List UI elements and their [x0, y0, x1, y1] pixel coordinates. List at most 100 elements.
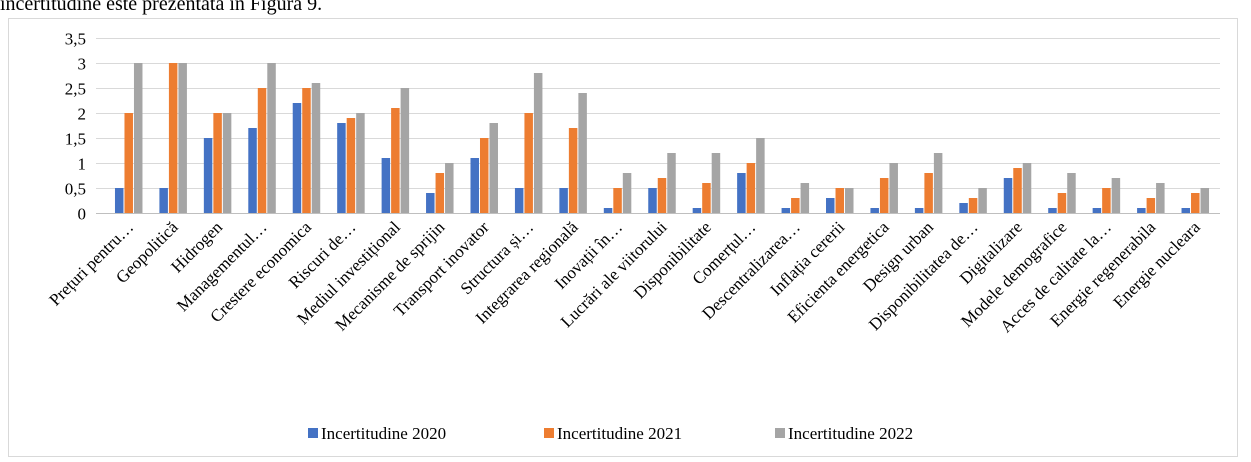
- bar-incertitudine-2021-9: [479, 138, 489, 213]
- bar-incertitudine-2021-17: [835, 188, 845, 213]
- bar-incertitudine-2021-7: [391, 108, 400, 213]
- bar-incertitudine-2020-18: [870, 208, 879, 213]
- bar-incertitudine-2020-5: [292, 103, 302, 213]
- legend-swatch: [544, 428, 554, 438]
- bar-incertitudine-2021-10: [524, 113, 533, 213]
- bar-incertitudine-2021-4: [257, 88, 267, 213]
- bar-incertitudine-2021-19: [924, 173, 933, 213]
- legend-item-incertitudine-2021: Incertitudine 2021: [544, 424, 682, 443]
- bar-incertitudine-2021-21: [1013, 168, 1022, 213]
- legend-label: Incertitudine 2022: [788, 424, 913, 443]
- bar-incertitudine-2020-2: [159, 188, 168, 213]
- bar-incertitudine-2021-14: [702, 183, 711, 213]
- bar-incertitudine-2021-24: [1146, 198, 1156, 213]
- bar-incertitudine-2020-7: [381, 158, 391, 213]
- y-tick-label: 0,5: [65, 180, 86, 199]
- bar-incertitudine-2022-8: [445, 163, 454, 213]
- bar-incertitudine-2020-20: [959, 203, 968, 213]
- bar-incertitudine-2022-21: [1022, 163, 1032, 213]
- bar-incertitudine-2021-18: [879, 178, 889, 213]
- bar-incertitudine-2021-12: [613, 188, 622, 213]
- bar-incertitudine-2020-4: [248, 128, 257, 213]
- bar-incertitudine-2020-8: [426, 193, 435, 213]
- bar-incertitudine-2022-16: [800, 183, 810, 213]
- bar-incertitudine-2022-11: [578, 93, 587, 213]
- bars: [114, 63, 1210, 213]
- legend-label: Incertitudine 2021: [557, 424, 682, 443]
- chart-frame: [8, 18, 1238, 457]
- bar-incertitudine-2022-4: [267, 63, 276, 213]
- y-tick-label: 3,5: [65, 30, 86, 49]
- bar-incertitudine-2022-5: [311, 83, 321, 213]
- bar-incertitudine-2021-11: [568, 128, 578, 213]
- legend-swatch: [775, 428, 785, 438]
- bar-incertitudine-2020-11: [559, 188, 568, 213]
- bar-incertitudine-2021-16: [791, 198, 800, 213]
- y-tick-label: 3: [78, 55, 87, 74]
- bar-incertitudine-2021-23: [1102, 188, 1111, 213]
- bar-incertitudine-2020-14: [692, 208, 702, 213]
- bar-incertitudine-2020-22: [1048, 208, 1057, 213]
- bar-incertitudine-2020-1: [114, 188, 124, 213]
- bar-incertitudine-2022-23: [1111, 178, 1121, 213]
- bar-incertitudine-2022-7: [400, 88, 410, 213]
- y-tick-label: 2: [78, 105, 87, 124]
- bar-incertitudine-2022-14: [711, 153, 721, 213]
- bar-incertitudine-2021-1: [124, 113, 133, 213]
- gridlines: [96, 38, 1220, 214]
- bar-incertitudine-2020-21: [1003, 178, 1013, 213]
- bar-incertitudine-2020-10: [514, 188, 524, 213]
- bar-incertitudine-2022-19: [933, 153, 943, 213]
- bar-incertitudine-2020-23: [1092, 208, 1102, 213]
- bar-incertitudine-2020-9: [470, 158, 479, 213]
- bar-incertitudine-2021-8: [435, 173, 445, 213]
- bar-incertitudine-2020-6: [337, 123, 346, 213]
- bar-incertitudine-2022-12: [622, 173, 632, 213]
- bar-incertitudine-2020-13: [648, 188, 657, 213]
- bar-incertitudine-2020-3: [203, 138, 213, 213]
- bar-incertitudine-2020-19: [914, 208, 924, 213]
- bar-incertitudine-2021-20: [968, 198, 978, 213]
- legend-label: Incertitudine 2020: [321, 424, 446, 443]
- bar-incertitudine-2022-10: [533, 73, 543, 213]
- bar-incertitudine-2021-25: [1191, 193, 1200, 213]
- bar-incertitudine-2022-3: [222, 113, 232, 213]
- bar-incertitudine-2021-15: [746, 163, 756, 213]
- bar-incertitudine-2022-15: [756, 138, 765, 213]
- document-text-clip: incertitudine este prezentată în Figura …: [0, 0, 600, 18]
- y-axis-tick-labels: 0 0,5 1 1,5 2 2,5 3 3,5: [65, 30, 86, 224]
- bar-incertitudine-2020-25: [1181, 208, 1191, 213]
- bar-incertitudine-2021-13: [657, 178, 667, 213]
- bar-incertitudine-2022-17: [845, 188, 854, 213]
- bar-incertitudine-2020-15: [737, 173, 746, 213]
- legend-item-incertitudine-2020: Incertitudine 2020: [308, 424, 446, 443]
- bar-incertitudine-2021-22: [1057, 193, 1067, 213]
- bar-incertitudine-2020-17: [826, 198, 835, 213]
- bar-incertitudine-2022-25: [1200, 188, 1210, 213]
- y-tick-label: 0: [78, 205, 87, 224]
- bar-incertitudine-2020-16: [781, 208, 791, 213]
- bar-incertitudine-2021-5: [302, 88, 311, 213]
- bar-incertitudine-2021-6: [346, 118, 356, 213]
- bar-incertitudine-2022-1: [133, 63, 143, 213]
- bar-incertitudine-2022-22: [1067, 173, 1076, 213]
- bar-incertitudine-2022-20: [978, 188, 987, 213]
- bar-incertitudine-2020-24: [1137, 208, 1146, 213]
- bar-incertitudine-2021-2: [168, 63, 178, 213]
- legend: Incertitudine 2020 Incertitudine 2021 Ince…: [308, 424, 913, 443]
- y-tick-label: 2,5: [65, 80, 86, 99]
- bar-incertitudine-2020-12: [603, 208, 613, 213]
- legend-swatch: [308, 428, 318, 438]
- bar-incertitudine-2022-24: [1156, 183, 1165, 213]
- bar-incertitudine-2022-6: [356, 113, 365, 213]
- bar-incertitudine-2022-18: [889, 163, 898, 213]
- y-tick-label: 1: [78, 155, 87, 174]
- bar-incertitudine-2022-13: [667, 153, 676, 213]
- bar-incertitudine-2022-2: [178, 63, 187, 213]
- legend-item-incertitudine-2022: Incertitudine 2022: [775, 424, 913, 443]
- bar-incertitudine-2022-9: [489, 123, 498, 213]
- document-text-above: incertitudine este prezentată în Figura …: [0, 0, 323, 15]
- y-tick-label: 1,5: [65, 130, 86, 149]
- bar-incertitudine-2021-3: [213, 113, 222, 213]
